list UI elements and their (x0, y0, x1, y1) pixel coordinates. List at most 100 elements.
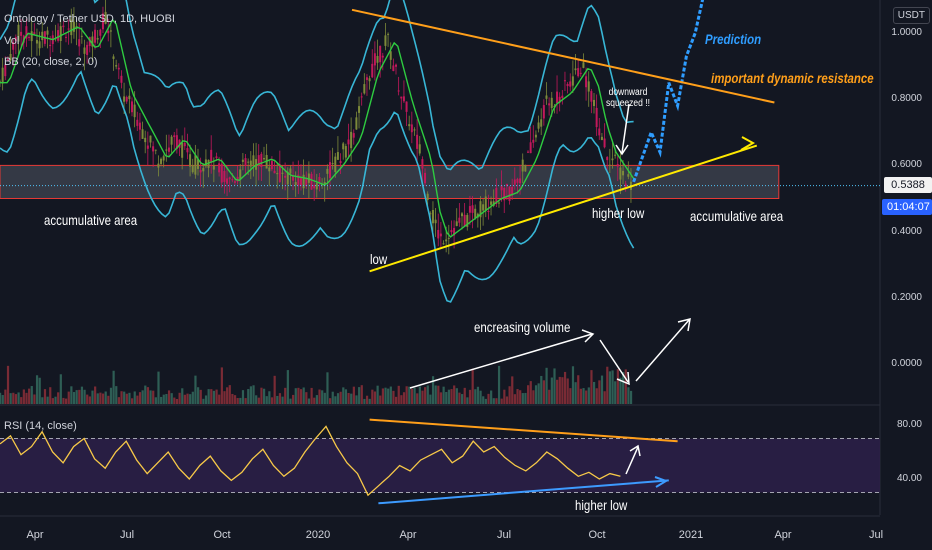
volume-bar (223, 391, 225, 404)
volume-bar (157, 372, 159, 404)
candle-body (551, 98, 553, 108)
candle-body (295, 182, 297, 185)
candle-body (490, 201, 492, 204)
volume-bar (564, 372, 566, 404)
volume-bar (506, 396, 508, 404)
candle-body (245, 158, 247, 166)
volume-bar (10, 393, 12, 404)
volume-bar (279, 393, 281, 404)
volume-bar (176, 399, 178, 404)
candle-body (276, 173, 278, 174)
volume-bar (237, 398, 239, 404)
volume-bar (604, 391, 606, 404)
volume-bar (91, 391, 93, 404)
rsi-indicator-label[interactable]: RSI (14, close) (4, 420, 77, 432)
volume-indicator-label[interactable]: Vol (4, 35, 19, 47)
candle-body (342, 143, 344, 149)
volume-bar (630, 391, 632, 404)
candle-body (20, 32, 22, 36)
candle-body (350, 132, 352, 148)
volume-bar (245, 398, 247, 404)
candle-body (585, 76, 587, 87)
volume-bar (582, 388, 584, 404)
volume-bar (366, 396, 368, 404)
candle-body (363, 84, 365, 93)
candle-body (118, 68, 120, 70)
volume-bar (527, 385, 529, 404)
candle-body (36, 40, 38, 44)
candle-body (268, 168, 270, 172)
volume-bar (474, 389, 476, 404)
volume-bar (165, 394, 167, 404)
candle-body (316, 183, 318, 190)
volume-bar (406, 386, 408, 404)
candle-body (78, 39, 80, 46)
candle-body (311, 174, 313, 190)
candle-body (313, 185, 315, 189)
volume-bar (498, 366, 500, 404)
candle-body (538, 122, 540, 128)
candle-body (472, 205, 474, 213)
volume-bar (205, 395, 207, 404)
volume-bar (189, 394, 191, 404)
candle-body (606, 157, 608, 160)
volume-bar (466, 397, 468, 404)
candle-body (60, 26, 62, 41)
volume-bar (17, 392, 19, 404)
volume-bar (70, 386, 72, 404)
volume-bar (575, 382, 577, 404)
volume-bar (519, 390, 521, 404)
volume-bar (202, 399, 204, 404)
volume-bar (482, 396, 484, 404)
volume-bar (7, 366, 9, 404)
time-tick-label: Oct (213, 529, 230, 541)
volume-bar (524, 393, 526, 404)
volume-bar (461, 394, 463, 404)
volume-bar (382, 388, 384, 404)
volume-bar (231, 394, 233, 404)
volume-bar (179, 393, 181, 404)
candle-body (519, 178, 521, 183)
volume-bar (424, 387, 426, 404)
volume-bar (472, 369, 474, 404)
candle-body (619, 168, 621, 180)
volume-bar (611, 370, 613, 404)
candle-body (582, 62, 584, 67)
volume-bar (163, 395, 165, 404)
rsi-band (0, 439, 880, 493)
bollinger-indicator-label[interactable]: BB (20, close, 2, 0) (4, 56, 98, 68)
candle-body (427, 194, 429, 200)
volume-bar (234, 395, 236, 404)
volume-bar (440, 392, 442, 404)
volume-bar (23, 389, 25, 404)
volume-bar (136, 396, 138, 404)
candle-body (614, 155, 616, 156)
volume-bar (435, 385, 437, 404)
price-tick-label: 0.6000 (891, 159, 922, 170)
volume-bar (403, 392, 405, 404)
volume-bar (168, 390, 170, 404)
volume-bar (398, 386, 400, 404)
volume-bar (384, 388, 386, 404)
candle-body (540, 119, 542, 126)
volume-bar (94, 386, 96, 404)
candle-body (271, 161, 273, 169)
candle-body (445, 239, 447, 241)
candle-body (530, 142, 532, 153)
volume-bar (561, 377, 563, 404)
volume-bar (614, 381, 616, 404)
volume-bar (490, 391, 492, 404)
volume-bar (197, 387, 199, 404)
volume-bar (20, 397, 22, 404)
volume-bar (551, 378, 553, 404)
candle-body (260, 154, 262, 167)
volume-bar (416, 393, 418, 404)
volume-bar (76, 390, 78, 404)
candle-body (532, 140, 534, 143)
volume-bar (326, 372, 328, 404)
volume-bar (429, 395, 431, 404)
volume-bar (316, 395, 318, 404)
symbol-title[interactable]: Ontology / Tether USD, 1D, HUOBI (4, 13, 175, 25)
time-tick-label: 2021 (679, 529, 703, 541)
currency-unit-badge[interactable]: USDT (893, 7, 930, 24)
